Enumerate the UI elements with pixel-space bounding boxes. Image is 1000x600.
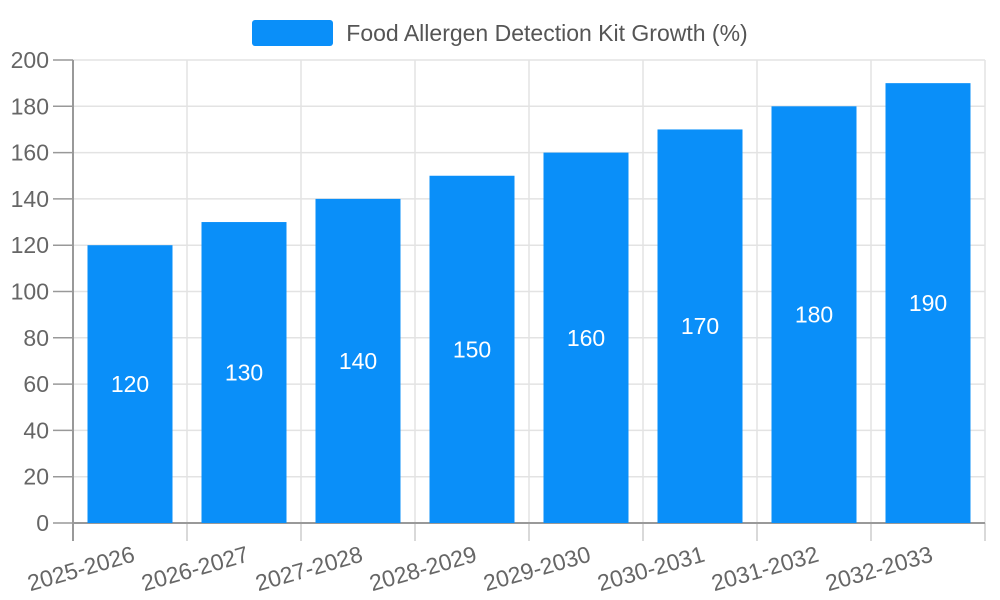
y-tick-label: 120	[11, 232, 49, 258]
bar-value-label: 130	[225, 360, 263, 386]
bar-value-label: 160	[567, 325, 605, 351]
bar[interactable]	[429, 175, 515, 523]
x-tick-label: 2027-2028	[252, 541, 365, 596]
bar[interactable]	[771, 106, 857, 524]
x-tick-label: 2031-2032	[708, 541, 821, 596]
y-tick-label: 100	[11, 279, 49, 305]
bar[interactable]	[315, 198, 401, 523]
legend-swatch	[252, 20, 334, 46]
y-tick-label: 180	[11, 93, 49, 119]
legend-item[interactable]: Food Allergen Detection Kit Growth (%)	[0, 18, 1000, 48]
x-tick-label: 2029-2030	[480, 541, 593, 596]
bar-value-label: 140	[339, 348, 377, 374]
y-tick-label: 200	[11, 47, 49, 73]
y-tick-label: 60	[23, 371, 49, 397]
x-tick-label: 2030-2031	[594, 541, 707, 596]
y-tick-label: 20	[23, 464, 49, 490]
bar[interactable]	[885, 83, 971, 524]
legend-label: Food Allergen Detection Kit Growth (%)	[346, 20, 748, 46]
bar-value-label: 120	[111, 371, 149, 397]
bar[interactable]	[657, 129, 743, 523]
y-tick-label: 0	[36, 510, 49, 536]
bar[interactable]	[87, 245, 173, 523]
bar-value-label: 150	[453, 336, 491, 362]
y-tick-label: 80	[23, 325, 49, 351]
x-tick-label: 2025-2026	[24, 541, 137, 596]
bar-value-label: 180	[795, 302, 833, 328]
bar[interactable]	[543, 152, 629, 523]
y-tick-label: 160	[11, 140, 49, 166]
bar-value-label: 170	[681, 313, 719, 339]
y-tick-label: 140	[11, 186, 49, 212]
bar-value-label: 190	[909, 290, 947, 316]
x-tick-label: 2026-2027	[138, 541, 251, 596]
y-tick-label: 40	[23, 417, 49, 443]
x-tick-label: 2028-2029	[366, 541, 479, 596]
x-tick-label: 2032-2033	[822, 541, 935, 596]
bar[interactable]	[201, 222, 287, 524]
